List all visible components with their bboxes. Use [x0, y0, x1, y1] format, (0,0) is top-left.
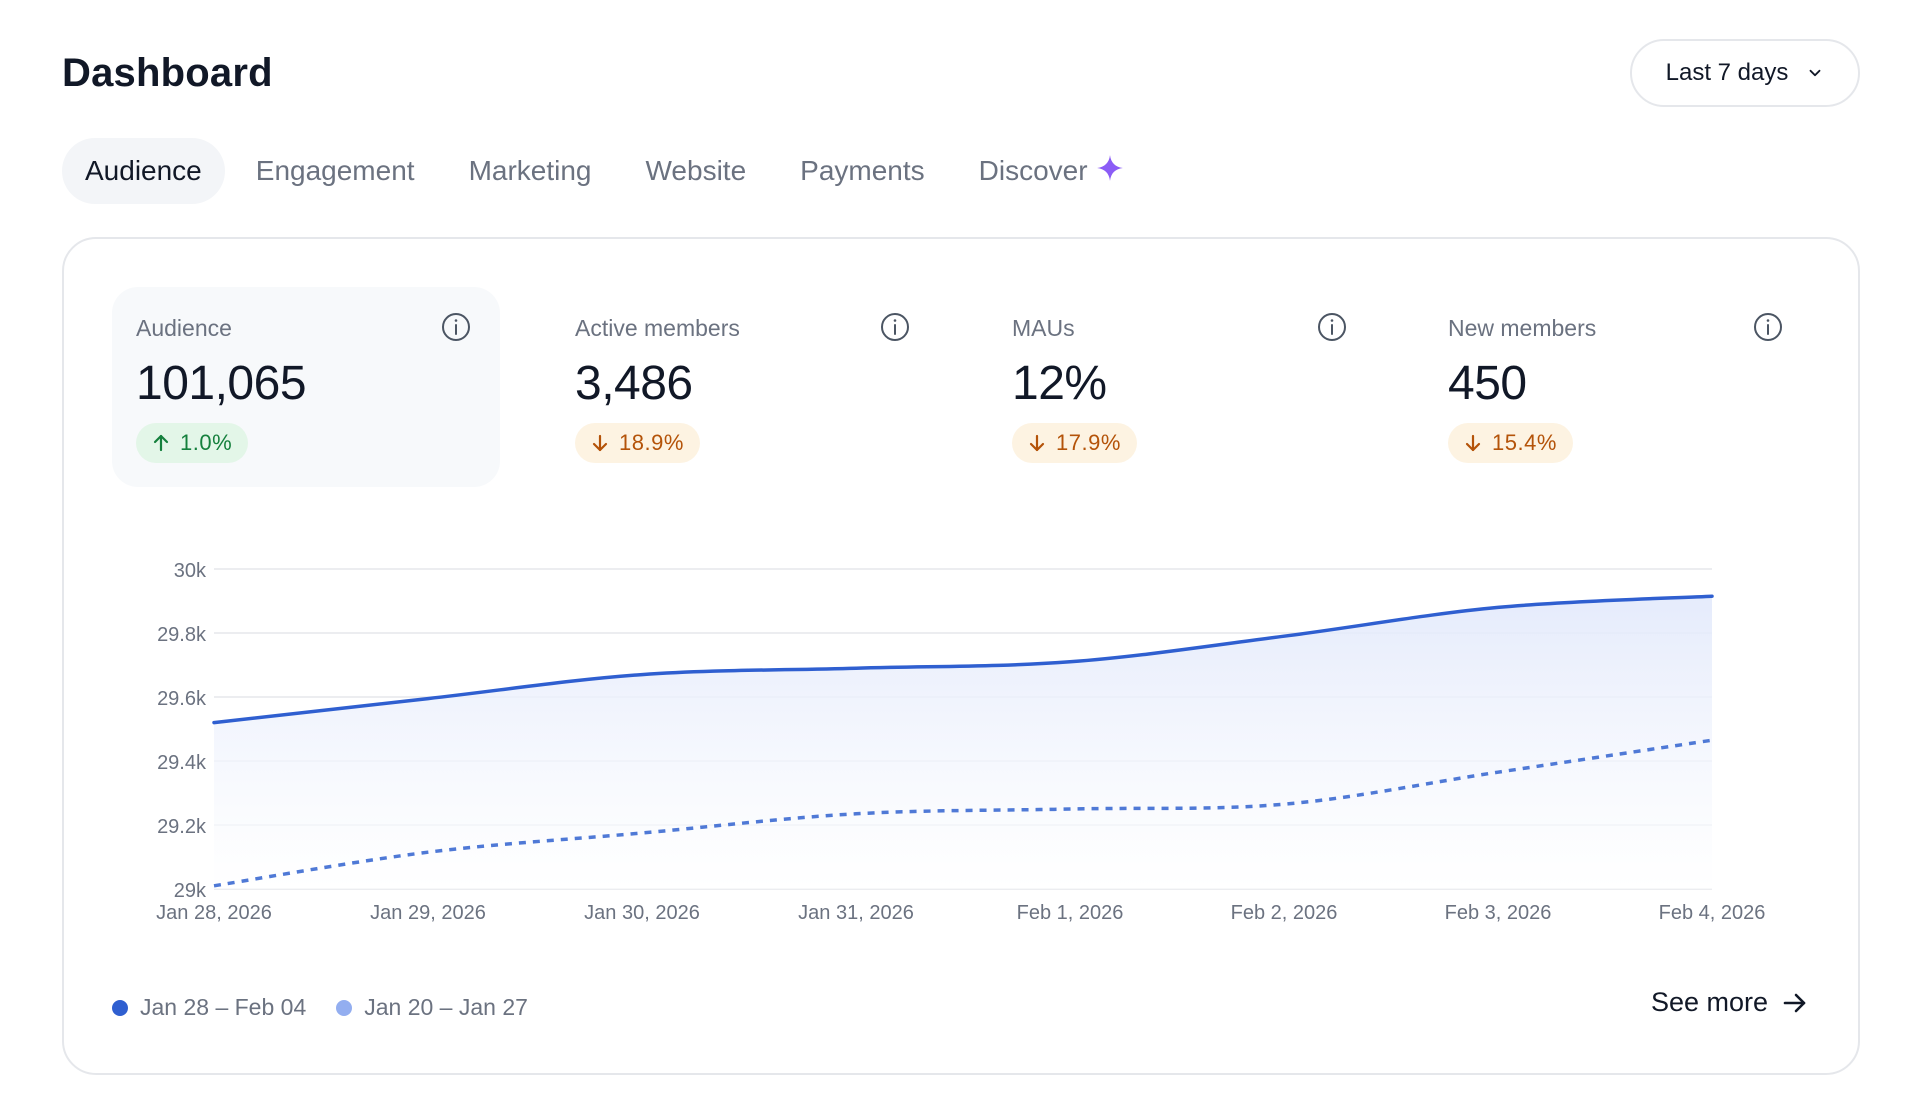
legend-label: Jan 28 – Feb 04 — [140, 994, 307, 1020]
info-icon[interactable] — [879, 311, 911, 343]
change-value: 18.9% — [619, 430, 684, 455]
page-title: Dashboard — [62, 50, 273, 95]
tab-audience[interactable]: Audience — [62, 138, 225, 204]
metric-new-members[interactable]: New members 450 15.4% — [1424, 287, 1812, 487]
x-tick-label: Feb 1, 2026 — [1017, 902, 1124, 924]
x-tick-label: Feb 3, 2026 — [1445, 902, 1552, 924]
metric-label: Audience — [136, 315, 232, 341]
chart-legend: Jan 28 – Feb 04 Jan 20 – Jan 27 — [112, 994, 528, 1021]
info-icon[interactable] — [1316, 311, 1348, 343]
change-badge: 1.0% — [136, 423, 249, 463]
arrow-down-icon — [1029, 434, 1045, 452]
tab-payments[interactable]: Payments — [777, 138, 948, 204]
metric-active-members[interactable]: Active members 3,486 18.9% — [551, 287, 939, 487]
change-value: 15.4% — [1492, 430, 1557, 455]
metric-maus[interactable]: MAUs 12% 17.9% — [988, 287, 1376, 487]
tab-website[interactable]: Website — [623, 138, 770, 204]
x-tick-label: Jan 28, 2026 — [156, 902, 272, 924]
change-badge: 18.9% — [575, 423, 700, 463]
see-more-link[interactable]: See more — [1651, 987, 1808, 1018]
tab-label: Website — [645, 155, 747, 186]
audience-card: Audience 101,065 1.0% Active members 3,4… — [62, 237, 1860, 1075]
tab-label: Discover — [978, 155, 1088, 186]
legend-swatch — [112, 999, 128, 1016]
change-badge: 15.4% — [1448, 423, 1573, 463]
arrow-up-icon — [153, 434, 169, 452]
chevron-down-icon — [1809, 69, 1821, 77]
legend-swatch — [336, 999, 353, 1016]
metric-value: 3,486 — [575, 357, 693, 410]
y-tick-label: 29.2k — [157, 816, 207, 838]
change-value: 17.9% — [1056, 430, 1121, 455]
tab-engagement[interactable]: Engagement — [233, 138, 438, 204]
metric-label: MAUs — [1012, 315, 1075, 341]
y-tick-label: 30k — [174, 560, 207, 582]
metrics-row: Audience 101,065 1.0% Active members 3,4… — [112, 287, 1812, 487]
series-current-line — [212, 594, 1714, 725]
tab-marketing[interactable]: Marketing — [446, 138, 615, 204]
series-previous-line — [213, 738, 1713, 888]
tab-label: Payments — [800, 155, 925, 186]
metric-label: Active members — [575, 315, 740, 341]
series-current-area — [214, 596, 1712, 889]
x-tick-label: Jan 30, 2026 — [584, 902, 700, 924]
y-tick-label: 29.6k — [157, 688, 207, 710]
metric-value: 450 — [1448, 357, 1527, 410]
tab-label: Engagement — [255, 155, 415, 186]
y-tick-label: 29k — [174, 880, 207, 902]
x-tick-label: Jan 31, 2026 — [798, 902, 914, 924]
y-tick-label: 29.8k — [157, 624, 207, 646]
info-icon[interactable] — [440, 311, 472, 343]
header: Dashboard Last 7 days — [62, 39, 1860, 107]
sparkle-icon — [1096, 155, 1123, 181]
arrow-down-icon — [1465, 434, 1481, 452]
change-badge: 17.9% — [1012, 423, 1137, 463]
x-tick-label: Feb 2, 2026 — [1231, 902, 1338, 924]
legend-item-previous: Jan 20 – Jan 27 — [336, 994, 528, 1021]
metric-audience[interactable]: Audience 101,065 1.0% — [112, 287, 500, 487]
metric-label: New members — [1448, 315, 1597, 341]
see-more-label: See more — [1650, 987, 1768, 1017]
tab-label: Audience — [85, 155, 202, 186]
arrow-right-icon — [1783, 993, 1806, 1012]
tab-label: Marketing — [468, 155, 592, 186]
arrow-down-icon — [592, 434, 608, 452]
metric-value: 12% — [1012, 357, 1107, 410]
tab-discover[interactable]: Discover — [956, 138, 1147, 204]
info-icon[interactable] — [1752, 311, 1784, 343]
x-tick-label: Jan 29, 2026 — [370, 902, 486, 924]
legend-label: Jan 20 – Jan 27 — [364, 994, 528, 1020]
legend-item-current: Jan 28 – Feb 04 — [112, 994, 306, 1021]
date-range-select[interactable]: Last 7 days — [1630, 39, 1860, 107]
y-tick-label: 29.4k — [157, 752, 207, 774]
tab-bar: Audience Engagement Marketing Website Pa… — [62, 138, 1147, 204]
change-value: 1.0% — [180, 430, 233, 455]
x-tick-label: Feb 4, 2026 — [1659, 902, 1766, 924]
metric-value: 101,065 — [136, 357, 307, 410]
date-range-label: Last 7 days — [1665, 59, 1789, 86]
